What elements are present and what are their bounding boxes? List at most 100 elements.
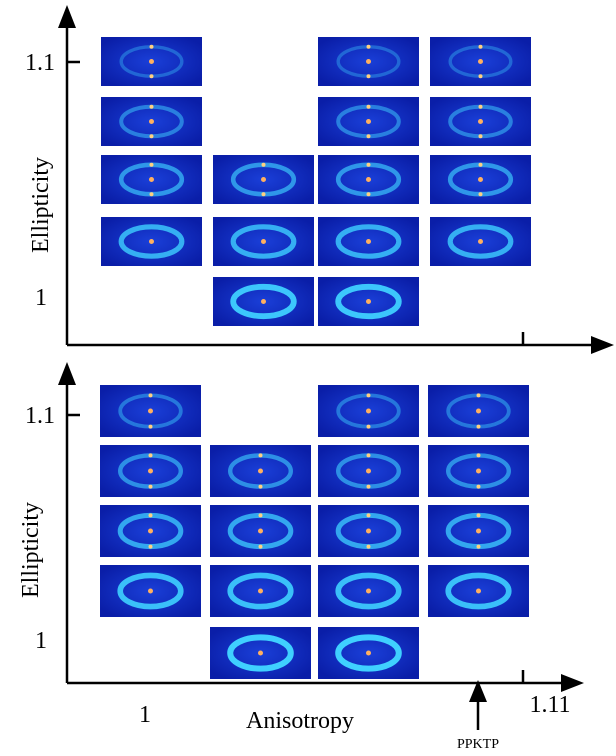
y-tick-label: 1 <box>35 628 47 654</box>
beam-image <box>430 37 531 86</box>
center-spot <box>148 529 153 534</box>
spot <box>367 425 371 429</box>
figure: 1.1 1 Ellipticity 1.1 1 Ellipticity 1 1.… <box>0 0 616 756</box>
spot <box>259 545 263 549</box>
beam-image <box>428 445 529 497</box>
center-spot <box>261 177 266 182</box>
center-spot <box>366 409 371 414</box>
spot <box>150 45 154 49</box>
beam-image <box>100 565 201 617</box>
spot <box>259 453 263 457</box>
beam-image <box>318 277 419 326</box>
spot <box>149 425 153 429</box>
spot <box>259 513 263 517</box>
center-spot <box>476 529 481 534</box>
y-tick-label: 1.1 <box>25 50 55 76</box>
center-spot <box>476 469 481 474</box>
spot <box>150 192 154 196</box>
x-tick-label: 1.11 <box>529 692 570 718</box>
y-tick-label: 1 <box>35 285 47 311</box>
x-arrow <box>591 336 614 354</box>
center-spot <box>478 119 483 124</box>
spot <box>367 453 371 457</box>
center-spot <box>366 529 371 534</box>
spot <box>259 485 263 489</box>
y-arrow <box>58 5 76 28</box>
beam-image <box>213 217 314 266</box>
beam-image <box>318 505 419 557</box>
center-spot <box>366 177 371 182</box>
center-spot <box>366 59 371 64</box>
beam-image <box>210 505 311 557</box>
beam-image <box>101 217 202 266</box>
spot <box>479 134 483 138</box>
thumbnails <box>100 37 531 679</box>
x-arrow <box>561 674 584 692</box>
spot <box>477 485 481 489</box>
spot <box>150 74 154 78</box>
center-spot <box>478 177 483 182</box>
center-spot <box>366 589 371 594</box>
spot <box>367 393 371 397</box>
beam-image <box>101 97 202 146</box>
beam-image <box>428 385 529 437</box>
spot <box>149 453 153 457</box>
center-spot <box>261 299 266 304</box>
spot <box>479 105 483 109</box>
center-spot <box>261 239 266 244</box>
center-spot <box>366 119 371 124</box>
beam-image <box>318 155 419 204</box>
spot <box>477 393 481 397</box>
spot <box>367 74 371 78</box>
center-spot <box>149 59 154 64</box>
y-tick-label: 1.1 <box>25 403 55 429</box>
center-spot <box>258 469 263 474</box>
beam-image <box>430 155 531 204</box>
spot <box>477 513 481 517</box>
center-spot <box>148 409 153 414</box>
center-spot <box>478 59 483 64</box>
spot <box>479 192 483 196</box>
spot <box>367 45 371 49</box>
spot <box>149 545 153 549</box>
beam-image <box>318 445 419 497</box>
center-spot <box>478 239 483 244</box>
beam-image <box>428 505 529 557</box>
center-spot <box>149 239 154 244</box>
spot <box>479 163 483 167</box>
spot <box>149 393 153 397</box>
beam-image <box>210 565 311 617</box>
spot <box>262 192 266 196</box>
beam-image <box>101 155 202 204</box>
center-spot <box>258 529 263 534</box>
beam-image <box>213 155 314 204</box>
beam-image <box>210 445 311 497</box>
spot <box>367 192 371 196</box>
spot <box>150 163 154 167</box>
beam-image <box>428 565 529 617</box>
beam-image <box>318 565 419 617</box>
spot <box>367 105 371 109</box>
spot <box>262 163 266 167</box>
beam-image <box>213 277 314 326</box>
beam-image <box>430 97 531 146</box>
x-axis-label: Anisotropy <box>246 708 354 734</box>
spot <box>367 513 371 517</box>
beam-image <box>318 627 419 679</box>
beam-image <box>101 37 202 86</box>
center-spot <box>366 651 371 656</box>
center-spot <box>149 177 154 182</box>
spot <box>149 513 153 517</box>
spot <box>367 134 371 138</box>
beam-image <box>318 217 419 266</box>
center-spot <box>366 299 371 304</box>
spot <box>367 545 371 549</box>
beam-image <box>318 37 419 86</box>
spot <box>477 425 481 429</box>
spot <box>149 485 153 489</box>
spot <box>367 163 371 167</box>
beam-image <box>318 385 419 437</box>
center-spot <box>258 651 263 656</box>
center-spot <box>149 119 154 124</box>
beam-image <box>210 627 311 679</box>
